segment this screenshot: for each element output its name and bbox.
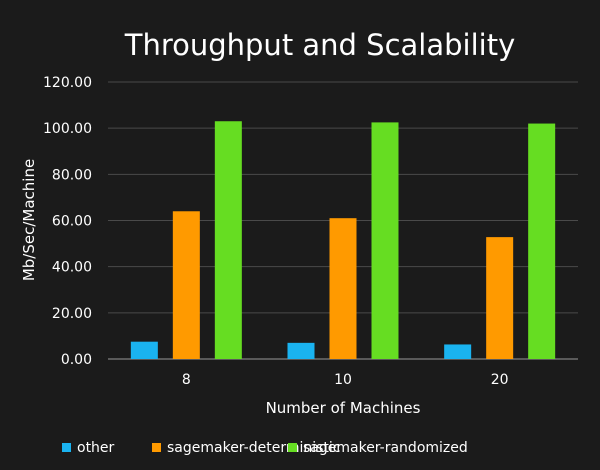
chart-title: Throughput and Scalability (124, 28, 516, 62)
bars (130, 121, 556, 359)
bar-sagemaker-randomized-20 (528, 123, 556, 359)
bar-sagemaker-deterministic-20 (486, 237, 514, 359)
bar-other-8 (130, 341, 158, 359)
x-tick-label: 10 (334, 372, 352, 388)
y-tick-label: 0.00 (61, 352, 92, 368)
legend-label-sagemaker-randomized: sagemaker-randomized (303, 440, 468, 456)
x-tick-label: 8 (182, 372, 191, 388)
bar-sagemaker-deterministic-8 (172, 211, 200, 359)
y-axis-label: Mb/Sec/Machine (20, 159, 38, 281)
y-tick-label: 80.00 (52, 167, 92, 183)
legend: other sagemaker-deterministicsagemaker-ra… (62, 440, 468, 456)
x-tick-label: 20 (491, 372, 509, 388)
legend-swatch-sagemaker-randomized (288, 443, 297, 452)
legend-label-sagemaker-deterministic: sagemaker-deterministic (167, 440, 341, 456)
bar-sagemaker-randomized-10 (371, 122, 399, 359)
y-axis-ticks: 0.00 20.00 40.00 60.00 80.00 100.00 120.00 (43, 75, 92, 368)
y-tick-label: 100.00 (43, 121, 92, 137)
legend-swatch-other (62, 443, 71, 452)
x-axis-label: Number of Machines (266, 399, 421, 417)
bar-other-20 (444, 344, 472, 359)
x-axis-ticks: 8 10 20 (182, 372, 509, 388)
bar-other-10 (287, 342, 315, 359)
bar-sagemaker-deterministic-10 (329, 218, 357, 359)
legend-swatch-sagemaker-deterministic (152, 443, 161, 452)
y-tick-label: 20.00 (52, 306, 92, 322)
bar-sagemaker-randomized-8 (214, 121, 242, 359)
y-tick-label: 40.00 (52, 260, 92, 276)
y-tick-label: 60.00 (52, 214, 92, 230)
legend-label-other: other (77, 440, 115, 456)
y-tick-label: 120.00 (43, 75, 92, 91)
